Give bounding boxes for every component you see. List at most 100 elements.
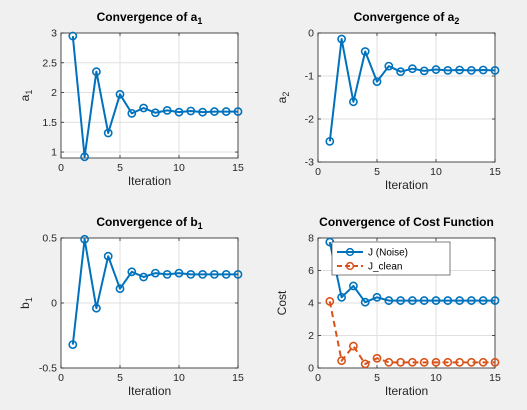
y-tick-label: -2	[305, 114, 314, 126]
data-point	[115, 89, 125, 99]
data-point	[419, 66, 429, 76]
data-point	[80, 152, 89, 162]
data-point	[348, 97, 358, 107]
data-point	[490, 357, 500, 367]
data-point	[360, 359, 370, 369]
axes-box	[317, 32, 496, 163]
chart-title: Convergence of b1	[96, 215, 202, 231]
chart-title: Convergence of Cost Function	[319, 215, 494, 229]
x-tick-label: 10	[173, 372, 185, 384]
x-tick-label: 15	[489, 372, 501, 384]
x-axis-label: Iteration	[385, 384, 428, 398]
data-point	[466, 296, 476, 305]
data-point	[443, 66, 453, 75]
x-tick-label: 0	[58, 162, 64, 174]
y-tick-label: -3	[305, 157, 314, 169]
legend-label: J_clean	[368, 262, 402, 273]
data-point	[221, 269, 231, 279]
legend-marker	[345, 261, 355, 271]
x-tick-label: 15	[232, 162, 244, 174]
legend-marker	[345, 247, 355, 257]
data-point	[384, 61, 394, 71]
data-point	[174, 107, 184, 117]
data-point	[478, 65, 488, 75]
data-point	[174, 268, 184, 278]
data-point	[198, 107, 207, 117]
y-tick-label: 2.5	[42, 57, 57, 69]
data-point	[431, 296, 441, 305]
x-tick-label: 5	[117, 372, 123, 384]
data-point	[466, 66, 476, 75]
data-point	[162, 269, 172, 279]
data-point	[209, 107, 219, 116]
x-tick-label: 10	[173, 162, 185, 174]
y-tick-label: 2	[51, 87, 57, 99]
x-tick-label: 5	[374, 372, 380, 384]
data-point	[186, 269, 196, 279]
y-tick-label: 0	[308, 363, 314, 375]
data-point	[139, 272, 148, 282]
y-tick-label: 1	[51, 147, 57, 159]
y-tick-label: 1.5	[42, 117, 57, 129]
data-point	[372, 292, 382, 302]
y-tick-label: 6	[308, 265, 314, 277]
data-point	[150, 108, 160, 118]
y-tick-label: 0	[51, 298, 57, 310]
data-point	[92, 67, 101, 77]
data-point	[455, 357, 464, 367]
x-axis-label: Iteration	[128, 384, 171, 398]
data-point	[68, 340, 78, 349]
y-axis-label: b1	[18, 297, 34, 309]
data-point	[115, 284, 125, 294]
plot-area	[318, 33, 495, 162]
x-tick-label: 0	[58, 372, 64, 384]
x-tick-label: 5	[374, 166, 380, 178]
data-point	[209, 269, 219, 279]
y-tick-label: 0	[308, 28, 314, 40]
chart-title: Convergence of a1	[97, 10, 203, 26]
x-tick-label: 0	[315, 372, 321, 384]
y-tick-label: -1	[305, 71, 314, 83]
data-point	[337, 34, 346, 44]
data-point	[337, 356, 346, 366]
data-point	[103, 251, 113, 261]
data-point	[478, 296, 488, 305]
x-tick-label: 10	[430, 166, 442, 178]
data-point	[348, 341, 358, 351]
data-point	[233, 107, 243, 116]
data-point	[372, 353, 382, 363]
data-point	[443, 357, 453, 367]
data-point	[384, 296, 394, 305]
y-axis-label: a2	[275, 92, 291, 104]
data-point	[431, 357, 441, 367]
data-point	[127, 108, 137, 118]
data-point	[337, 292, 346, 302]
subplot-1: 0 5 10 15 1 1.5 2 2.5 3 Convergence of a1 Iteratio…	[18, 10, 244, 188]
data-point	[233, 269, 243, 279]
data-point	[360, 297, 370, 307]
data-point	[384, 357, 394, 367]
x-axis-label: Iteration	[385, 178, 428, 192]
data-point	[360, 47, 370, 56]
data-point	[431, 65, 441, 74]
axes-box	[60, 32, 239, 159]
data-point	[455, 296, 464, 305]
data-point	[139, 103, 148, 113]
data-point	[92, 303, 101, 313]
x-axis-label: Iteration	[128, 174, 171, 188]
data-point	[162, 105, 172, 115]
legend-label: J (Noise)	[368, 248, 408, 259]
y-axis-label: a1	[18, 90, 34, 102]
data-point	[348, 281, 358, 291]
x-tick-label: 15	[232, 372, 244, 384]
subplot-4: 0 5 10 15 0 2 4 6 8 Convergence of Cost Function I…	[275, 215, 501, 398]
data-point	[407, 296, 417, 305]
data-point	[407, 357, 417, 367]
plot-area	[61, 33, 238, 158]
data-point	[419, 357, 429, 367]
data-point	[396, 357, 405, 367]
data-point	[325, 136, 335, 146]
y-tick-label: 8	[308, 233, 314, 245]
